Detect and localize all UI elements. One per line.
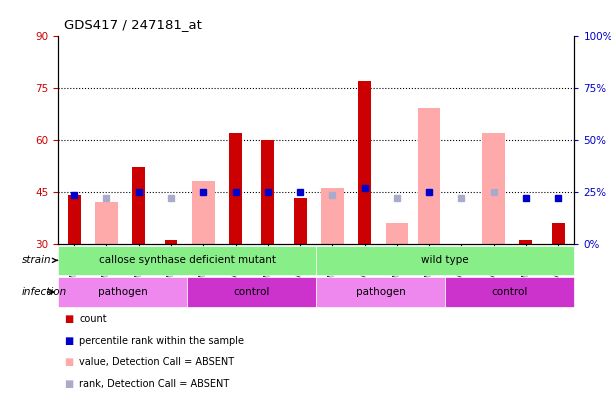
Text: GDS417 / 247181_at: GDS417 / 247181_at: [64, 18, 202, 31]
Text: wild type: wild type: [422, 255, 469, 265]
Bar: [95, 202, 118, 244]
Bar: [68, 195, 81, 244]
Bar: [58, 246, 316, 275]
Bar: [294, 198, 307, 244]
Text: ■: ■: [64, 335, 73, 346]
Bar: [321, 188, 343, 244]
Bar: [164, 240, 177, 244]
Bar: [552, 223, 565, 244]
Text: control: control: [492, 287, 528, 297]
Bar: [187, 277, 316, 307]
Bar: [132, 167, 145, 244]
Bar: [192, 181, 214, 244]
Bar: [358, 81, 371, 244]
Bar: [386, 223, 408, 244]
Bar: [482, 133, 505, 244]
Text: infection: infection: [22, 287, 67, 297]
Bar: [418, 109, 441, 244]
Bar: [316, 277, 445, 307]
Text: pathogen: pathogen: [98, 287, 147, 297]
Text: percentile rank within the sample: percentile rank within the sample: [79, 335, 244, 346]
Bar: [316, 246, 574, 275]
Text: callose synthase deficient mutant: callose synthase deficient mutant: [98, 255, 276, 265]
Text: pathogen: pathogen: [356, 287, 406, 297]
Bar: [58, 277, 187, 307]
Text: ■: ■: [64, 314, 73, 324]
Text: control: control: [233, 287, 270, 297]
Text: ■: ■: [64, 379, 73, 389]
Text: ■: ■: [64, 357, 73, 367]
Text: count: count: [79, 314, 107, 324]
Bar: [445, 277, 574, 307]
Text: value, Detection Call = ABSENT: value, Detection Call = ABSENT: [79, 357, 235, 367]
Bar: [519, 240, 532, 244]
Bar: [262, 139, 274, 244]
Text: strain: strain: [22, 255, 57, 265]
Bar: [229, 133, 242, 244]
Text: rank, Detection Call = ABSENT: rank, Detection Call = ABSENT: [79, 379, 230, 389]
